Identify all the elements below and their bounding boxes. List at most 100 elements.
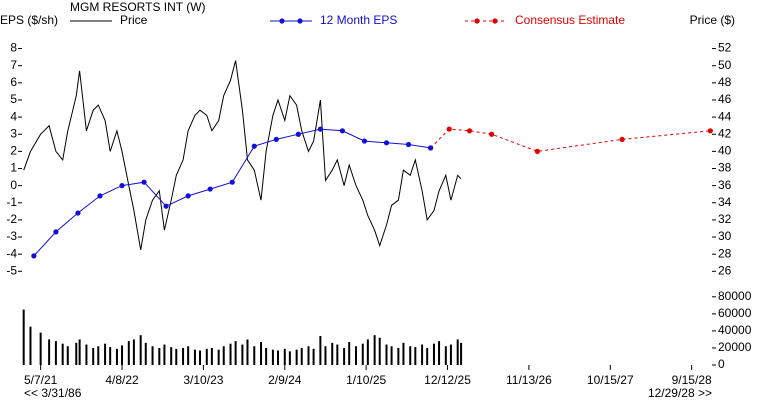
series-marker — [317, 126, 323, 132]
volume-bar — [432, 343, 435, 365]
volume-bar — [85, 344, 88, 365]
volume-bar — [246, 339, 249, 365]
volume-bar — [234, 341, 237, 365]
volume-bar — [229, 343, 232, 365]
y-axis-label: EPS ($/sh) — [0, 13, 58, 27]
y-tick-label: -2 — [6, 212, 17, 226]
volume-bar — [210, 347, 213, 365]
series-marker — [229, 179, 235, 185]
series-marker — [163, 203, 169, 209]
volume-bar — [265, 347, 268, 365]
volume-bar — [300, 347, 303, 365]
volume-bar — [343, 347, 346, 365]
series-marker — [405, 141, 412, 148]
volume-bar — [127, 341, 130, 365]
y2-tick-label: 30 — [718, 229, 732, 243]
series-line — [430, 128, 711, 152]
y2-tick-label: 38 — [718, 161, 732, 175]
y2-tick-label: 28 — [718, 246, 732, 260]
volume-bar — [354, 346, 357, 365]
volume-bar — [151, 346, 154, 365]
y2-tick-label: 42 — [718, 126, 732, 140]
y-tick-label: -3 — [6, 229, 17, 243]
volume-bar — [271, 349, 274, 365]
series-marker — [295, 131, 301, 137]
y2-tick-label: 44 — [718, 109, 732, 123]
series-marker — [207, 186, 213, 192]
y-tick-label: 1 — [10, 161, 17, 175]
volume-bar — [288, 351, 291, 365]
y-tick-label: -4 — [6, 246, 17, 260]
volume-bar — [449, 344, 452, 365]
volume-bar — [222, 346, 225, 365]
volume-bar — [170, 347, 173, 365]
volume-bar — [402, 342, 405, 365]
volume-bar — [48, 339, 51, 365]
legend-label: 12 Month EPS — [320, 13, 397, 27]
volume-bar — [456, 339, 459, 365]
volume-bar — [75, 342, 78, 365]
volume-tick-label: 40000 — [718, 323, 752, 337]
volume-bar — [109, 347, 112, 365]
x-tick-label: 12/12/25 — [424, 373, 471, 387]
volume-bar — [193, 349, 196, 365]
y2-tick-label: 40 — [718, 144, 732, 158]
series-marker — [361, 138, 368, 144]
x-tick-label: 5/7/21 — [24, 373, 58, 387]
volume-bar — [348, 341, 351, 365]
y-tick-label: 8 — [10, 41, 17, 55]
volume-bar — [426, 347, 429, 365]
volume-bar — [92, 347, 95, 365]
x-tick-label: 2/9/24 — [268, 373, 302, 387]
volume-bar — [336, 344, 339, 365]
volume-tick-label: 0 — [718, 357, 725, 371]
volume-bar — [78, 339, 81, 365]
volume-bar — [22, 309, 25, 365]
y-tick-label: 7 — [10, 58, 17, 72]
y-tick-label: 6 — [10, 75, 17, 89]
volume-bar — [385, 344, 388, 365]
y-tick-label: 2 — [10, 144, 17, 158]
volume-bar — [319, 336, 322, 365]
volume-bar — [331, 342, 334, 365]
volume-bar — [373, 335, 376, 365]
y2-axis-label: Price ($) — [690, 13, 735, 27]
x-tick-label: 10/15/27 — [587, 373, 634, 387]
volume-bar — [121, 345, 124, 365]
y2-tick-label: 32 — [718, 212, 732, 226]
volume-bar — [205, 348, 208, 365]
volume-bar — [260, 341, 263, 365]
volume-bar — [54, 341, 57, 365]
volume-bar — [115, 348, 118, 365]
volume-bar — [283, 348, 286, 365]
volume-bar — [460, 342, 463, 365]
y2-tick-label: 26 — [718, 263, 732, 277]
series-marker — [534, 148, 540, 154]
volume-bar — [104, 343, 107, 365]
volume-bar — [139, 335, 142, 365]
series-marker — [185, 193, 191, 199]
series-marker — [707, 128, 713, 134]
chart-title: MGM RESORTS INT (W) — [70, 0, 206, 14]
volume-bar — [390, 346, 393, 365]
volume-bar — [378, 337, 381, 365]
volume-bar — [366, 339, 369, 365]
series-marker — [119, 183, 125, 189]
y2-tick-label: 50 — [718, 58, 732, 72]
y2-tick-label: 48 — [718, 75, 732, 89]
series-marker — [339, 128, 346, 134]
volume-tick-label: 20000 — [718, 340, 752, 354]
range-end: 12/29/28 >> — [648, 386, 712, 400]
volume-bar — [438, 341, 441, 365]
volume-bar — [61, 343, 64, 365]
volume-bar — [307, 346, 310, 365]
volume-bar — [409, 346, 412, 365]
y-tick-label: 3 — [10, 126, 17, 140]
y-tick-label: 4 — [10, 109, 17, 123]
volume-bar — [276, 350, 279, 365]
volume-bar — [444, 346, 447, 365]
series-marker — [427, 145, 434, 151]
volume-tick-label: 80000 — [718, 289, 752, 303]
volume-bar — [29, 326, 32, 365]
